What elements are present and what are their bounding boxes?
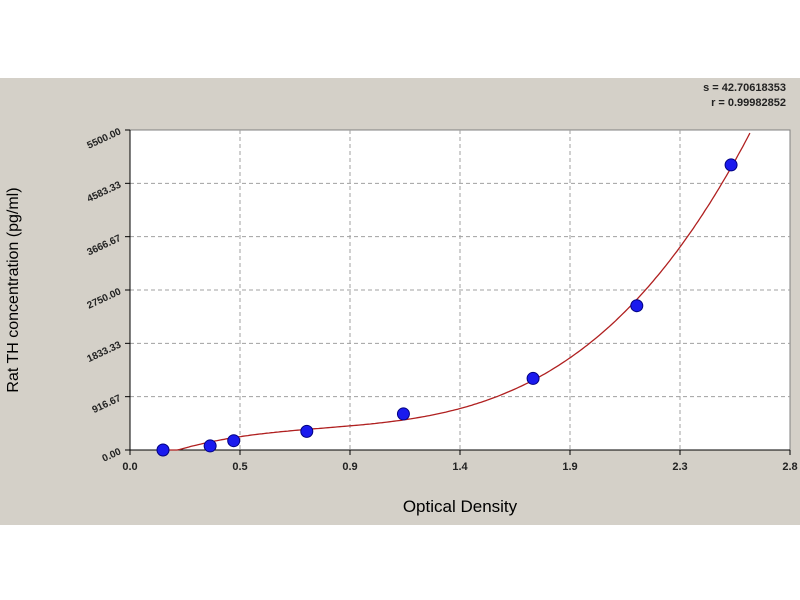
data-point	[526, 371, 540, 385]
y-tick-label: 5500.00	[86, 126, 124, 151]
data-point	[396, 407, 410, 421]
y-tick-label: 2750.00	[86, 286, 124, 311]
data-point	[227, 434, 241, 448]
y-tick-label: 916.67	[91, 393, 124, 416]
y-tick-label: 0.00	[101, 446, 124, 464]
x-axis-label: Optical Density	[402, 497, 518, 516]
fit-s-value: s = 42.70618353	[703, 82, 786, 94]
data-point	[203, 439, 217, 453]
fit-curve	[163, 132, 751, 451]
y-tick-label: 4583.33	[86, 180, 124, 205]
data-point	[630, 299, 644, 313]
x-tick-label: 1.4	[452, 461, 468, 473]
x-tick-label: 0.9	[342, 461, 357, 473]
x-tick-label: 0.5	[232, 461, 247, 473]
data-point	[300, 424, 314, 438]
x-tick-label: 2.8	[782, 461, 797, 473]
y-axis-label-wrap: Rat TH concentration (pg/ml)	[2, 130, 26, 450]
data-point	[156, 443, 170, 457]
x-tick-label: 0.0	[122, 461, 137, 473]
data-point	[724, 158, 738, 172]
y-tick-label: 3666.67	[86, 233, 124, 258]
fit-r-value: r = 0.99982852	[711, 97, 786, 109]
x-tick-label: 2.3	[672, 461, 687, 473]
x-tick-label: 1.9	[562, 461, 577, 473]
y-tick-label: 1833.33	[86, 340, 124, 365]
y-axis-label: Rat TH concentration (pg/ml)	[5, 187, 22, 393]
